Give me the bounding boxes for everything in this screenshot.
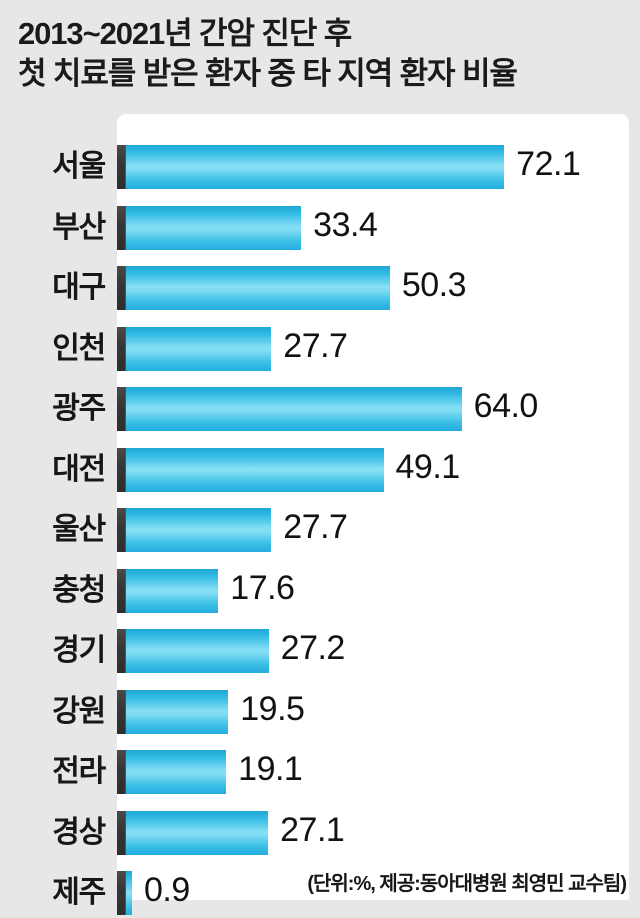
chart-footnote: (단위:%, 제공:동아대병원 최영민 교수팀) bbox=[307, 873, 627, 895]
bar bbox=[117, 326, 272, 371]
bar-start-cap bbox=[117, 266, 126, 310]
bar-category-label: 광주 bbox=[52, 392, 106, 425]
bar bbox=[117, 871, 132, 915]
bar-row-label-background bbox=[0, 142, 117, 192]
bar bbox=[117, 568, 219, 613]
bar-fill bbox=[126, 508, 272, 552]
bar-fill bbox=[126, 750, 227, 794]
bar-chart-rows: 서울 72.1 부산 33.4 대구 50.3 인천 27.7 광주 64.0 대전 49.1 울산 27… bbox=[0, 114, 640, 918]
bar-fill bbox=[126, 387, 462, 431]
bar-start-cap bbox=[117, 205, 126, 250]
bar-row-label-background bbox=[0, 868, 117, 918]
bar bbox=[117, 810, 269, 855]
bar-fill bbox=[126, 447, 384, 492]
bar-fill bbox=[126, 145, 505, 189]
bar-row-label-background bbox=[0, 565, 117, 616]
bar-row: 울산 27.7 bbox=[0, 505, 640, 555]
bar bbox=[117, 205, 302, 250]
bar-category-label: 충청 bbox=[52, 573, 106, 607]
bar-start-cap bbox=[117, 689, 126, 734]
bar bbox=[117, 689, 229, 734]
bar-row: 전라 19.1 bbox=[0, 747, 640, 797]
bar-value-label: 33.4 bbox=[313, 205, 378, 244]
bar-value-label: 50.3 bbox=[401, 266, 467, 304]
bar-category-label: 서울 bbox=[52, 150, 106, 183]
bar-value-label: 49.1 bbox=[395, 447, 461, 486]
bar bbox=[117, 750, 227, 794]
bar-row: 경상 27.1 bbox=[0, 807, 640, 858]
bar-start-cap bbox=[117, 326, 126, 371]
bar-fill bbox=[126, 871, 132, 915]
bar-value-label: 27.7 bbox=[283, 508, 348, 546]
bar-start-cap bbox=[117, 508, 126, 552]
bar-value-label: 27.1 bbox=[280, 810, 345, 849]
bar-row-label-background bbox=[0, 626, 117, 676]
bar-start-cap bbox=[117, 387, 126, 431]
bar-start-cap bbox=[117, 145, 126, 189]
bar-category-label: 대전 bbox=[52, 452, 106, 486]
bar-start-cap bbox=[117, 447, 126, 492]
bar-value-label: 19.1 bbox=[238, 750, 303, 788]
bar-row-label-background bbox=[0, 505, 117, 555]
bar-row-label-background bbox=[0, 384, 117, 434]
bar-row-label-background bbox=[0, 202, 117, 253]
bar-start-cap bbox=[117, 810, 126, 855]
bar bbox=[117, 145, 505, 189]
bar-category-label: 경상 bbox=[52, 815, 106, 849]
bar-category-label: 경기 bbox=[52, 634, 106, 667]
bar-category-label: 울산 bbox=[52, 513, 106, 546]
bar-row: 광주 64.0 bbox=[0, 384, 640, 434]
bar-fill bbox=[126, 266, 390, 310]
bar bbox=[117, 387, 462, 431]
bar-fill bbox=[126, 810, 269, 855]
bar bbox=[117, 629, 269, 673]
page-title: 2013~2021년 간암 진단 후 첫 치료를 받은 환자 중 타 지역 환자… bbox=[18, 16, 518, 91]
bar-fill bbox=[126, 326, 272, 371]
bar-start-cap bbox=[117, 871, 126, 915]
bar-start-cap bbox=[117, 750, 126, 794]
bar-row: 제주 0.9 bbox=[0, 868, 640, 918]
bar-row: 서울 72.1 bbox=[0, 142, 640, 192]
bar-value-label: 72.1 bbox=[516, 145, 581, 183]
bar-row-label-background bbox=[0, 686, 117, 737]
bar-start-cap bbox=[117, 568, 126, 613]
bar-category-label: 전라 bbox=[52, 755, 106, 788]
bar-fill bbox=[126, 205, 302, 250]
bar-row: 강원 19.5 bbox=[0, 686, 640, 737]
bar-category-label: 인천 bbox=[52, 331, 106, 365]
bar-row: 충청 17.6 bbox=[0, 565, 640, 616]
bar-row: 대전 49.1 bbox=[0, 444, 640, 495]
bar-value-label: 19.5 bbox=[240, 689, 305, 728]
bar-value-label: 0.9 bbox=[144, 871, 190, 909]
bar-category-label: 대구 bbox=[52, 271, 106, 304]
bar bbox=[117, 266, 390, 310]
bar bbox=[117, 508, 272, 552]
bar-fill bbox=[126, 568, 219, 613]
bar-row: 경기 27.2 bbox=[0, 626, 640, 676]
bar-row: 인천 27.7 bbox=[0, 323, 640, 374]
bar-start-cap bbox=[117, 629, 126, 673]
bar-category-label: 제주 bbox=[52, 876, 106, 909]
bar-row: 부산 33.4 bbox=[0, 202, 640, 253]
bar-row: 대구 50.3 bbox=[0, 263, 640, 313]
bar-value-label: 27.2 bbox=[280, 629, 346, 667]
bar-row-label-background bbox=[0, 807, 117, 858]
bar-row-label-background bbox=[0, 444, 117, 495]
bar-fill bbox=[126, 689, 229, 734]
bar-row-label-background bbox=[0, 747, 117, 797]
bar-value-label: 27.7 bbox=[283, 326, 348, 365]
bar-category-label: 부산 bbox=[52, 210, 106, 244]
bar-value-label: 64.0 bbox=[473, 387, 539, 425]
bar-value-label: 17.6 bbox=[230, 568, 295, 607]
bar-row-label-background bbox=[0, 323, 117, 374]
bar bbox=[117, 447, 384, 492]
bar-category-label: 강원 bbox=[52, 694, 106, 728]
bar-fill bbox=[126, 629, 269, 673]
bar-row-label-background bbox=[0, 263, 117, 313]
